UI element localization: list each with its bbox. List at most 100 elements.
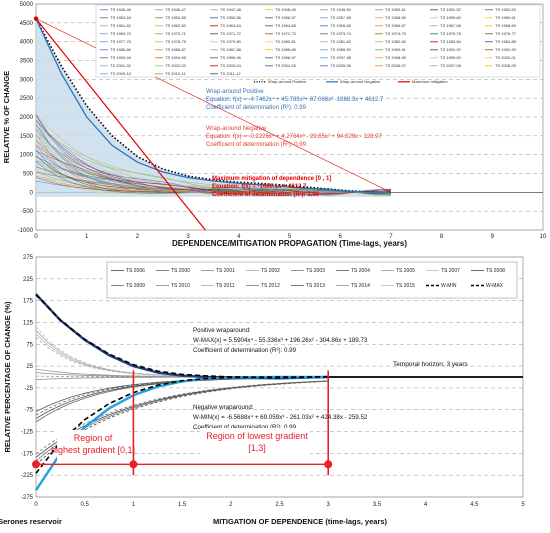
y-tick-label: 25	[26, 364, 33, 370]
legend-entry: TS 1966-67	[385, 23, 407, 28]
legend-entry: TS 1970-71	[165, 31, 187, 36]
legend-entry: TS 2000-01	[495, 55, 517, 60]
legend-entry: TS 2011	[216, 283, 235, 289]
y-axis-title: RELATIVE PERCENTAGE OF CHANGE (%)	[3, 301, 12, 452]
legend-entry: TS 1956-57	[275, 15, 297, 20]
series-w-min-fit	[35, 376, 329, 474]
x-tick-label: 0	[34, 502, 38, 508]
y-tick-label: 175	[23, 299, 34, 305]
legend-entry: TS 1947-48	[220, 7, 242, 12]
y-tick-label: -75	[24, 408, 33, 414]
y-tick-label: -1000	[18, 228, 34, 234]
legend-entry: TS 2015	[396, 283, 415, 289]
legend-entry: TS 2013	[306, 283, 325, 289]
chart-top: -1000 -500 0 500 1000 1500 2000 2500 3000 3500 400…	[2, 2, 547, 248]
legend-entry: TS 1990-91	[385, 47, 407, 52]
legend-entry: TS 1997-98	[330, 55, 352, 60]
region-point	[324, 460, 333, 469]
region-label-bg	[57, 430, 129, 460]
legend-entry: TS 1988-89	[275, 47, 297, 52]
legend-entry: W-MIN	[441, 283, 457, 289]
legend-entry: TS 2007	[441, 268, 460, 274]
annotation-title: Negative wraparound:	[193, 404, 254, 411]
legend-entry: TS 1991-92	[440, 47, 462, 52]
time-series-line	[35, 115, 391, 196]
legend-entry: TS 1952-53	[495, 7, 517, 12]
legend-box	[95, 4, 541, 78]
y-tick-label: 3000	[20, 77, 34, 83]
legend-entry: TS 1987-88	[220, 47, 242, 52]
legend-entry: TS 1998-99	[385, 55, 407, 60]
x-tick-label: 6	[339, 234, 343, 240]
annotation-title: Positive wraparound:	[193, 327, 251, 334]
annotation-title: Wrap-around Positive	[206, 89, 264, 95]
legend-entry: TS 1951-52	[440, 7, 462, 12]
x-tick-label: 10	[540, 234, 547, 240]
legend-entry: TS 1993-94	[110, 55, 132, 60]
legend: TS 1945-46 TS 1946-47 TS 1947-48 TS 1948-49…	[95, 4, 541, 84]
legend-entry: TS 1979-80	[220, 39, 242, 44]
legend-entry: Wrap-around Positive	[268, 79, 307, 84]
y-tick-label: 4000	[20, 40, 34, 46]
legend-entry: TS 1959-60	[440, 15, 462, 20]
legend-entry: TS 1953-54	[110, 15, 132, 20]
x-tick-label: 4.5	[470, 502, 479, 508]
annotation-equation: Equation: f(x) = -1680.1x + 4612.7	[212, 184, 307, 190]
legend-entry: TS 1973-74	[330, 31, 352, 36]
legend-entry: TS 2010-11	[165, 71, 186, 76]
annotation-r2: Coefficient of determination (R²): 0.99	[193, 347, 297, 354]
y-tick-label: 5000	[20, 2, 34, 8]
legend-entry: TS 1985-86	[110, 47, 132, 52]
legend-entry: TS 2004-05	[275, 63, 297, 68]
annotation-horizon: Temporal horizon: 3 years	[393, 361, 469, 368]
legend-entry: TS 1982-83	[385, 39, 407, 44]
x-tick-label: 0.5	[81, 502, 90, 508]
legend-entry: TS 2009	[126, 283, 145, 289]
annotation-equation: W-MAX(x) = 5.5904x⁴ - 55.336x³ + 196.26x…	[193, 337, 368, 344]
legend-entry: TS 1969-70	[110, 31, 132, 36]
series-max-mitigation-edge	[35, 18, 392, 193]
legend-entry: TS 2006-07	[385, 63, 407, 68]
legend-entry: TS 1946-47	[165, 7, 187, 12]
x-tick-label: 1	[132, 502, 136, 508]
legend-entry: TS 2003-04	[220, 63, 242, 68]
legend-entry: TS 1983-84	[440, 39, 462, 44]
legend-entry: TS 1968-69	[495, 23, 517, 28]
legend-box	[106, 261, 518, 299]
legend-entry: TS 1995-96	[220, 55, 242, 60]
legend-entry: TS 1964-65	[275, 23, 297, 28]
legend-entry: TS 1963-64	[220, 23, 242, 28]
y-tick-label: 1500	[20, 134, 34, 140]
legend-entry: TS 1989-90	[330, 47, 352, 52]
legend-entry: TS 2012	[261, 283, 280, 289]
x-tick-label: 1	[85, 234, 89, 240]
region-point	[32, 460, 40, 469]
x-tick-label: 2	[229, 502, 233, 508]
legend-entry: TS 1955-56	[220, 15, 242, 20]
x-axis-title: MITIGATION OF DEPENDENCE (time-lags, yea…	[213, 517, 388, 526]
legend-entry: TS 2001	[216, 268, 235, 274]
legend-entry: TS 1950-51	[385, 7, 407, 12]
legend-entry: TS 1994-95	[165, 55, 187, 60]
legend-entry: TS 2003	[306, 268, 325, 274]
y-axis-title: RELATIVE % OF CHANGE	[2, 71, 11, 163]
time-series-line	[35, 380, 329, 455]
legend-entry: TS 1949-50	[330, 7, 352, 12]
legend-entry: TS 2010	[171, 283, 190, 289]
legend-entry: TS 1965-66	[330, 23, 352, 28]
annotation-equation: Equation: f(x) = -0.2226x⁴ + 4.2764x³ - …	[206, 133, 383, 140]
region-label-low-line1: Region of lowest gradient	[206, 431, 308, 441]
legend-entry: TS 1962-63	[165, 23, 187, 28]
annotation-r2: Coefficient of determination (R²): 0.99	[206, 142, 307, 148]
x-tick-label: 8	[440, 234, 444, 240]
x-tick-label: 2	[136, 234, 140, 240]
series-max-mitigation	[35, 18, 206, 231]
x-tick-label: 7	[389, 234, 393, 240]
y-tick-label: 1000	[20, 153, 34, 159]
x-tick-label: 3	[186, 234, 190, 240]
y-tick-label: 225	[23, 277, 34, 283]
legend-entry: W-MAX	[486, 283, 504, 289]
legend-entry: TS 1976-77	[495, 31, 517, 36]
